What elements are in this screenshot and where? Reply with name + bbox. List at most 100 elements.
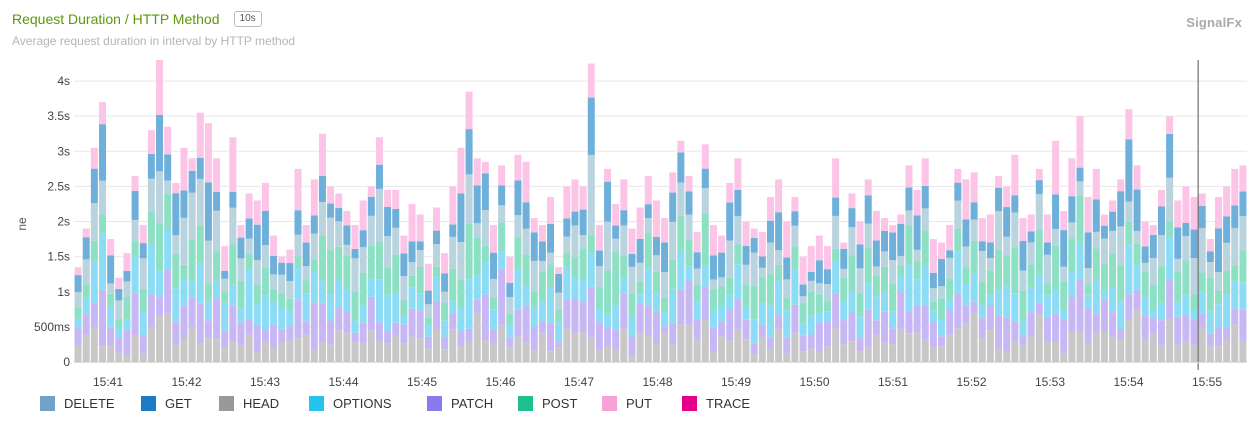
bar[interactable] (196, 112, 204, 362)
bar[interactable] (1068, 158, 1076, 362)
bar[interactable] (669, 172, 677, 362)
bar[interactable] (115, 277, 123, 362)
bar[interactable] (1035, 168, 1043, 362)
bar[interactable] (131, 175, 139, 362)
bar[interactable] (758, 232, 766, 362)
bar[interactable] (913, 189, 921, 362)
bar[interactable] (620, 179, 628, 362)
bar[interactable] (270, 235, 278, 362)
bar[interactable] (327, 186, 335, 362)
bar[interactable] (1133, 165, 1141, 362)
bar[interactable] (848, 193, 856, 362)
bar[interactable] (864, 179, 872, 362)
bar[interactable] (156, 60, 164, 362)
bar[interactable] (1239, 165, 1247, 362)
bar[interactable] (938, 242, 946, 362)
bar[interactable] (709, 225, 717, 362)
bar[interactable] (449, 186, 457, 362)
bar[interactable] (286, 249, 294, 362)
bar[interactable] (465, 91, 473, 362)
bar[interactable] (424, 263, 432, 362)
bar[interactable] (1100, 214, 1108, 362)
bar[interactable] (229, 137, 237, 362)
bar[interactable] (970, 172, 978, 362)
bar[interactable] (123, 253, 131, 362)
bar[interactable] (604, 168, 612, 362)
legend-item-trace[interactable]: TRACE (682, 396, 772, 411)
bar[interactable] (946, 225, 954, 362)
legend-item-put[interactable]: PUT (602, 396, 682, 411)
bar[interactable] (1190, 196, 1198, 362)
legend-item-post[interactable]: POST (518, 396, 602, 411)
bar[interactable] (498, 165, 506, 362)
bar[interactable] (1166, 116, 1174, 362)
bar[interactable] (359, 200, 367, 362)
bar[interactable] (954, 168, 962, 362)
bar[interactable] (701, 144, 709, 362)
bar[interactable] (400, 235, 408, 362)
bar[interactable] (978, 218, 986, 362)
bar[interactable] (1141, 221, 1149, 362)
bar[interactable] (677, 140, 685, 362)
bar[interactable] (213, 158, 221, 362)
bar[interactable] (685, 175, 693, 362)
bar[interactable] (856, 221, 864, 362)
bar[interactable] (693, 232, 701, 362)
bar[interactable] (351, 225, 359, 362)
bar[interactable] (644, 175, 652, 362)
bar[interactable] (986, 214, 994, 362)
bar[interactable] (318, 133, 326, 362)
bar[interactable] (1223, 186, 1231, 362)
bar[interactable] (815, 235, 823, 362)
bar[interactable] (832, 158, 840, 362)
bar[interactable] (261, 182, 269, 362)
bar[interactable] (783, 221, 791, 362)
bar[interactable] (1149, 225, 1157, 362)
bar[interactable] (628, 228, 636, 362)
bar[interactable] (343, 211, 351, 362)
bar[interactable] (579, 186, 587, 362)
bar[interactable] (1157, 189, 1165, 362)
bar[interactable] (245, 193, 253, 362)
bar[interactable] (881, 218, 889, 362)
bar[interactable] (90, 147, 98, 362)
bar[interactable] (889, 225, 897, 362)
bar[interactable] (335, 193, 343, 362)
bar[interactable] (1092, 168, 1100, 362)
bar[interactable] (921, 158, 929, 362)
bar[interactable] (506, 256, 514, 362)
bar[interactable] (661, 218, 669, 362)
legend-item-options[interactable]: OPTIONS (309, 396, 427, 411)
bar[interactable] (139, 225, 147, 362)
bar[interactable] (310, 179, 318, 362)
bar[interactable] (1019, 218, 1027, 362)
bar[interactable] (766, 196, 774, 362)
bar[interactable] (750, 228, 758, 362)
bar[interactable] (1182, 186, 1190, 362)
bar[interactable] (530, 218, 538, 362)
bar[interactable] (1206, 239, 1214, 362)
bar[interactable] (147, 130, 155, 362)
bar[interactable] (432, 207, 440, 362)
chart-title[interactable]: Request Duration / HTTP Method (12, 11, 220, 27)
bar[interactable] (481, 161, 489, 362)
bar[interactable] (612, 203, 620, 362)
bar[interactable] (726, 182, 734, 362)
bar[interactable] (107, 239, 115, 362)
bar[interactable] (172, 182, 180, 362)
bar[interactable] (547, 196, 555, 362)
bar[interactable] (188, 158, 196, 362)
bar[interactable] (823, 246, 831, 362)
bar[interactable] (587, 63, 595, 362)
bar[interactable] (636, 207, 644, 362)
legend-item-get[interactable]: GET (141, 396, 219, 411)
bar[interactable] (522, 161, 530, 362)
bar[interactable] (1214, 196, 1222, 362)
bar[interactable] (490, 225, 498, 362)
bar[interactable] (1109, 200, 1117, 362)
bar[interactable] (734, 158, 742, 362)
bar[interactable] (82, 228, 90, 362)
bar[interactable] (995, 175, 1003, 362)
bar[interactable] (1043, 214, 1051, 362)
bar[interactable] (1174, 200, 1182, 362)
